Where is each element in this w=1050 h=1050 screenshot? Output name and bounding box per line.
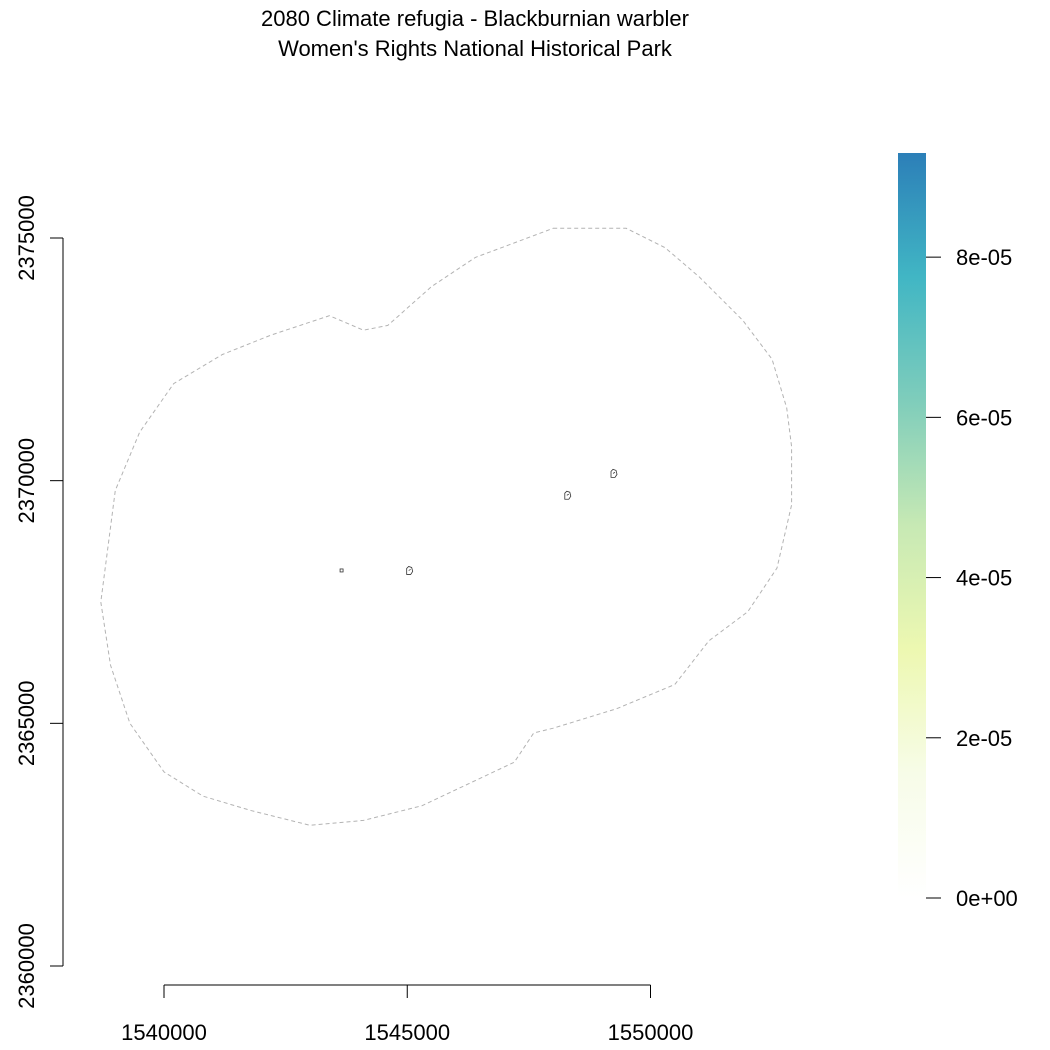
y-tick-label: 2375000	[14, 195, 39, 281]
y-axis: 2360000 2365000 2370000 2375000	[14, 195, 64, 1009]
legend-ticks: 0e+00 2e-05 4e-05 6e-05 8e-05	[926, 245, 1018, 911]
park-unit	[339, 568, 344, 573]
map-title: 2080 Climate refugia - Blackburnian warb…	[261, 6, 689, 31]
legend-colorbar	[898, 153, 926, 898]
legend-tick-label: 8e-05	[956, 245, 1012, 270]
map-subtitle: Women's Rights National Historical Park	[278, 36, 673, 61]
legend-tick-label: 0e+00	[956, 886, 1018, 911]
buffer-boundary-layer	[100, 227, 793, 826]
y-tick-label: 2370000	[14, 438, 39, 524]
y-tick-label: 2365000	[14, 681, 39, 767]
legend-tick-label: 2e-05	[956, 726, 1012, 751]
x-tick-label: 1540000	[121, 1020, 207, 1045]
park-unit	[564, 490, 572, 500]
park-units-layer	[339, 468, 618, 575]
color-legend: 0e+00 2e-05 4e-05 6e-05 8e-05	[898, 153, 1018, 911]
x-tick-label: 1545000	[364, 1020, 450, 1045]
x-tick-label: 1550000	[608, 1020, 694, 1045]
park-unit	[406, 565, 414, 575]
x-axis: 1540000 1545000 1550000	[121, 984, 694, 1045]
legend-tick-label: 6e-05	[956, 405, 1012, 430]
y-tick-label: 2360000	[14, 923, 39, 1009]
buffer-boundary	[100, 227, 793, 826]
legend-tick-label: 4e-05	[956, 566, 1012, 591]
park-unit	[610, 468, 618, 478]
